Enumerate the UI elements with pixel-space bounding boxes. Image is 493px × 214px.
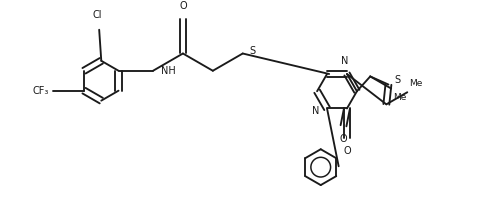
Text: O: O xyxy=(343,146,351,156)
Text: N: N xyxy=(341,56,349,66)
Text: CF₃: CF₃ xyxy=(33,86,49,96)
Text: S: S xyxy=(395,75,401,85)
Text: Me: Me xyxy=(393,93,407,102)
Text: Cl: Cl xyxy=(92,10,102,21)
Text: Me: Me xyxy=(409,79,423,88)
Text: S: S xyxy=(249,46,255,56)
Text: NH: NH xyxy=(161,66,176,76)
Text: O: O xyxy=(179,1,187,10)
Text: N: N xyxy=(312,106,319,116)
Text: O: O xyxy=(340,134,347,144)
